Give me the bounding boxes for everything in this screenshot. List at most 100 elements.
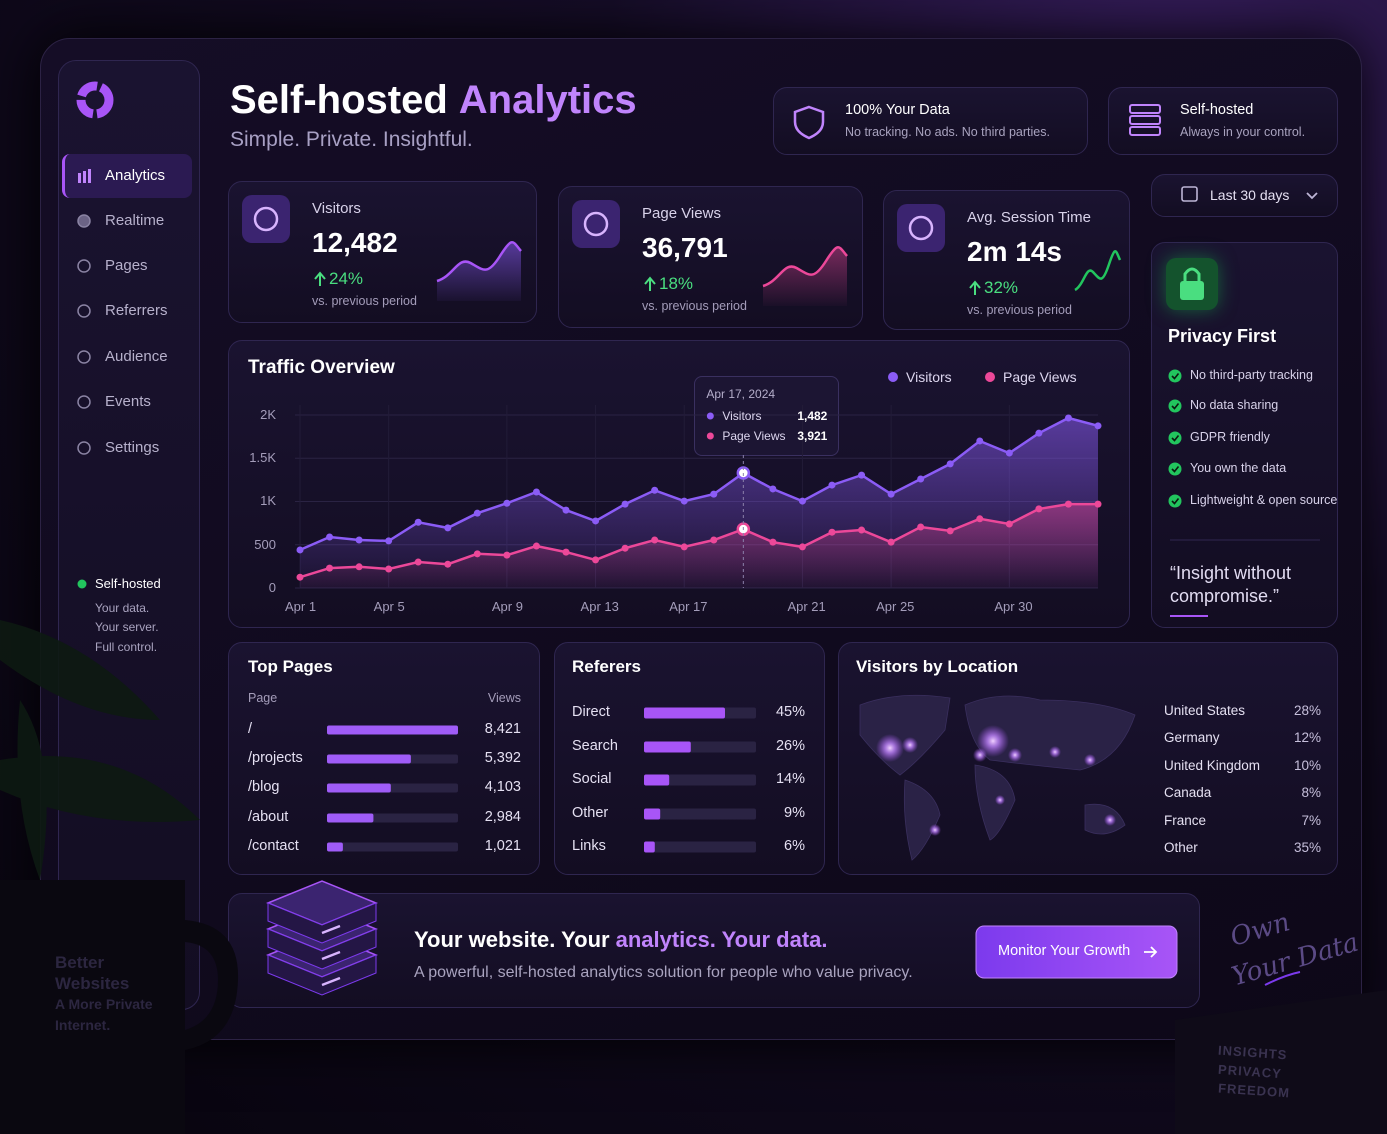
book-text: INSIGHTS bbox=[1217, 1042, 1288, 1063]
data-point bbox=[562, 548, 570, 556]
badge bbox=[773, 87, 1088, 155]
data-point bbox=[473, 509, 481, 517]
calendar-icon bbox=[1181, 186, 1198, 202]
data-point bbox=[326, 533, 334, 541]
date-range[interactable]: Last 30 days bbox=[1210, 187, 1290, 204]
bar bbox=[327, 754, 411, 764]
data-point bbox=[680, 543, 688, 551]
server-icon bbox=[1129, 126, 1161, 136]
referer-name: Other bbox=[572, 805, 609, 821]
bar bbox=[644, 841, 655, 853]
data-point bbox=[562, 506, 570, 514]
panel-title: Top Pages bbox=[248, 657, 333, 677]
tooltip-value: 3,921 bbox=[797, 428, 828, 443]
data-point bbox=[917, 475, 925, 483]
y-tick-label: 500 bbox=[254, 536, 276, 552]
map-hotspot bbox=[977, 725, 1009, 757]
up-arrow bbox=[314, 271, 326, 286]
map-hotspot bbox=[1104, 814, 1116, 826]
cta-label[interactable]: Monitor Your Growth bbox=[998, 943, 1131, 959]
stat-note: vs. previous period bbox=[967, 303, 1072, 318]
chevron bbox=[1306, 192, 1318, 200]
check-mark bbox=[1171, 403, 1180, 410]
page-path: /about bbox=[248, 809, 289, 825]
referer-share: 26% bbox=[775, 738, 805, 754]
shield-icon bbox=[793, 105, 825, 140]
mug bbox=[0, 880, 185, 1134]
series-line bbox=[299, 416, 1099, 552]
country: France bbox=[1164, 812, 1207, 828]
page-path: /contact bbox=[248, 838, 299, 854]
nav-item[interactable]: Pages bbox=[105, 256, 148, 274]
up-arrow bbox=[969, 280, 981, 295]
stat-value: 12,482 bbox=[312, 226, 398, 258]
data-point bbox=[1094, 422, 1102, 430]
privacy-item: No third-party tracking bbox=[1190, 368, 1313, 383]
legend-dot bbox=[888, 372, 898, 382]
data-point bbox=[828, 481, 836, 489]
bar-track bbox=[327, 842, 458, 852]
tooltip-name: Visitors bbox=[722, 408, 762, 423]
data-point bbox=[355, 563, 363, 571]
legend-label: Page Views bbox=[1003, 369, 1077, 386]
check-icon bbox=[1168, 431, 1182, 445]
country-share: 8% bbox=[1301, 784, 1321, 800]
lock-shackle bbox=[1183, 267, 1201, 281]
badge bbox=[1108, 87, 1338, 155]
data-point bbox=[651, 486, 659, 494]
y-tick-label: 0 bbox=[268, 579, 276, 595]
bar-track bbox=[644, 808, 756, 820]
nav-item[interactable]: Realtime bbox=[105, 211, 165, 229]
referer-share: 45% bbox=[775, 704, 805, 720]
page-views: 4,103 bbox=[484, 779, 521, 795]
quote-underline bbox=[1170, 615, 1208, 617]
nav-item[interactable]: Events bbox=[105, 392, 151, 410]
data-point bbox=[946, 527, 954, 535]
nav-item[interactable]: Referrers bbox=[105, 301, 168, 319]
series-line bbox=[299, 502, 1098, 579]
plant-leaf bbox=[0, 620, 200, 880]
tooltip-dot bbox=[706, 412, 714, 420]
bar bbox=[644, 808, 661, 820]
check-icon bbox=[1168, 462, 1182, 476]
mug-text: A More Private bbox=[55, 996, 153, 1013]
sparkline bbox=[762, 246, 848, 288]
privacy-item: You own the data bbox=[1190, 461, 1287, 476]
tooltip-dot bbox=[706, 432, 714, 440]
check-mark bbox=[1171, 466, 1180, 473]
status-title: Self-hosted bbox=[95, 575, 161, 591]
nav-item[interactable]: Audience bbox=[105, 347, 168, 365]
page-path: /blog bbox=[248, 779, 280, 795]
data-point bbox=[473, 550, 481, 558]
x-tick-label: Apr 13 bbox=[580, 598, 619, 614]
nav-item[interactable]: Analytics bbox=[105, 166, 166, 184]
data-point bbox=[385, 537, 393, 545]
data-point bbox=[1005, 449, 1013, 457]
country: Other bbox=[1164, 839, 1198, 855]
data-point bbox=[769, 485, 777, 493]
data-point bbox=[444, 524, 452, 532]
server-light bbox=[321, 976, 341, 987]
data-point bbox=[503, 499, 511, 507]
data-point bbox=[1094, 500, 1102, 508]
nav-icon bbox=[77, 214, 91, 228]
country: Germany bbox=[1164, 729, 1220, 745]
data-point bbox=[710, 490, 718, 498]
book-text: FREEDOM bbox=[1217, 1080, 1291, 1101]
check-mark bbox=[1171, 373, 1180, 380]
sparkline bbox=[436, 241, 522, 283]
data-point bbox=[592, 517, 600, 525]
privacy-item: GDPR friendly bbox=[1190, 430, 1270, 445]
stat-icon-box bbox=[242, 195, 290, 243]
privacy-title: Privacy First bbox=[1168, 325, 1277, 346]
server-light bbox=[321, 924, 341, 935]
server-stack-side bbox=[267, 928, 377, 970]
book-text: PRIVACY bbox=[1217, 1061, 1283, 1082]
data-point bbox=[621, 544, 629, 552]
nav-item[interactable]: Settings bbox=[105, 438, 160, 456]
data-point bbox=[976, 515, 984, 523]
data-point bbox=[798, 497, 806, 505]
